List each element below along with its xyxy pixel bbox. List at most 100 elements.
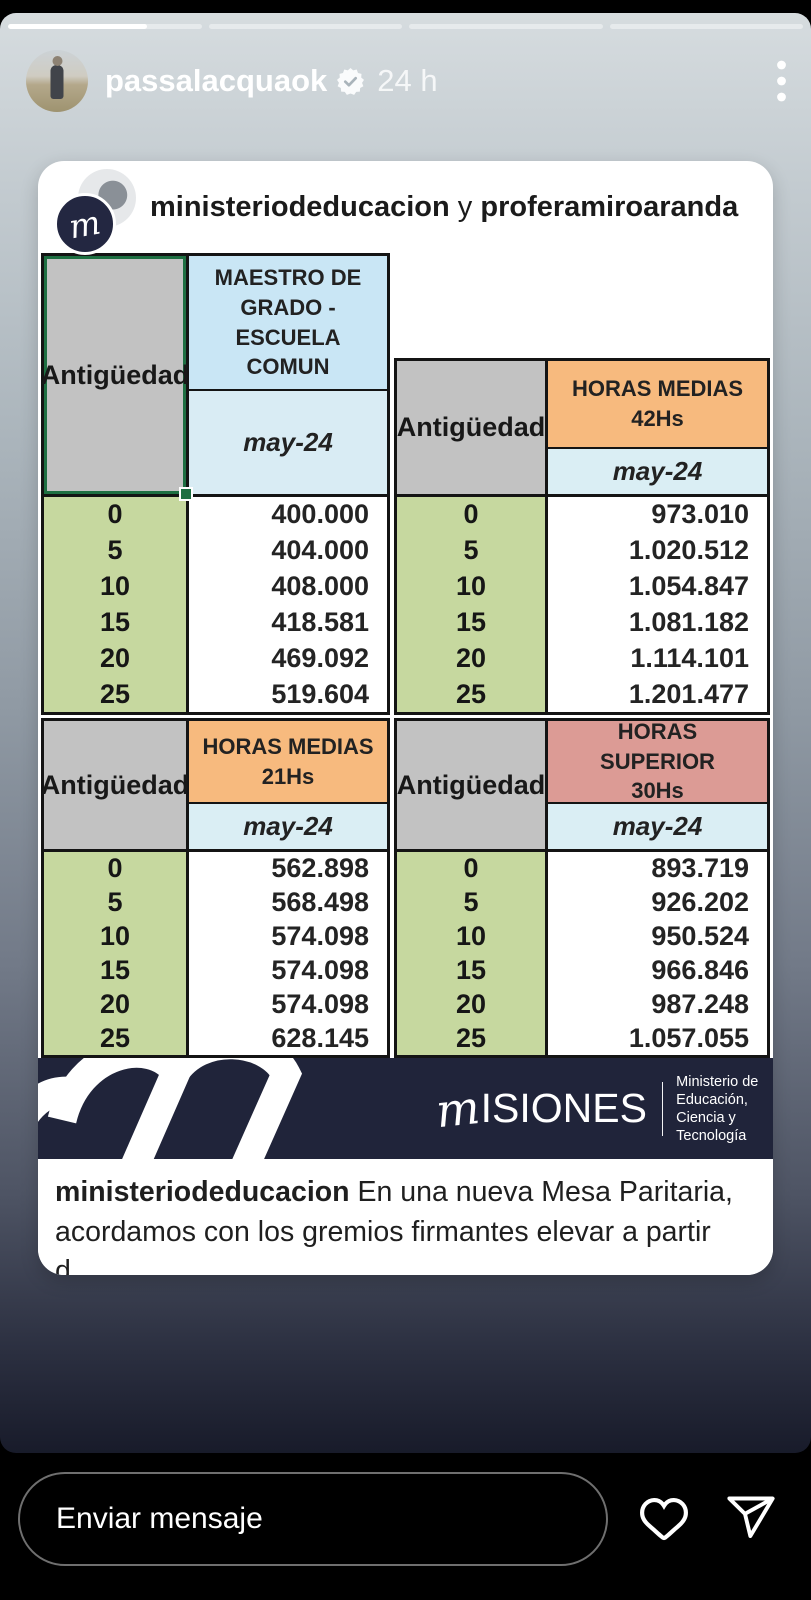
antiguedad-header-cell: Antigüedad — [41, 721, 189, 849]
story-timestamp: 24 h — [377, 63, 438, 98]
share-button[interactable] — [724, 1492, 778, 1546]
table-row: 20 574.098 — [44, 987, 387, 1022]
value-cell: 574.098 — [189, 953, 387, 988]
table-header: Antigüedad HORAS SUPERIOR 30Hs may-24 — [397, 719, 767, 852]
table-header: Antigüedad MAESTRO DE GRADO - ESCUELA CO… — [41, 256, 387, 501]
table-row: 25 519.604 — [44, 676, 387, 712]
table-row: 5 404.000 — [44, 532, 387, 569]
table-row: 15 574.098 — [44, 953, 387, 988]
progress-segment — [208, 24, 402, 29]
story-canvas[interactable]: passalacquaok 24 h m min — [0, 13, 811, 1453]
banner-divider — [661, 1081, 664, 1136]
paper-plane-icon — [725, 1496, 777, 1547]
period-cell: may-24 — [189, 804, 387, 849]
years-cell: 10 — [44, 919, 189, 954]
years-cell: 0 — [44, 852, 189, 886]
years-cell: 15 — [44, 953, 189, 988]
value-cell: 519.604 — [189, 676, 387, 712]
years-cell: 20 — [397, 640, 548, 677]
post-author-primary[interactable]: ministeriodeducacion — [150, 190, 450, 223]
post-author-connector: y — [457, 190, 473, 223]
table-row: 20 987.248 — [397, 987, 767, 1022]
table-body: 0 973.010 5 1.020.512 10 1.054.847 15 1.081.… — [397, 497, 767, 712]
table-body: 0 562.898 5 568.498 10 574.098 15 574.098 20… — [44, 852, 387, 1055]
value-cell: 893.719 — [548, 852, 767, 886]
post-author-secondary[interactable]: proferamiroaranda — [480, 190, 739, 223]
years-cell: 5 — [44, 532, 189, 569]
value-cell: 966.846 — [548, 953, 767, 988]
more-options-icon[interactable] — [770, 56, 793, 106]
table-horas-medias-42: Antigüedad HORAS MEDIAS 42Hs may-24 0 973… — [394, 358, 770, 715]
value-cell: 950.524 — [548, 919, 767, 954]
table-body: 0 400.000 5 404.000 10 408.000 15 418.581 20… — [44, 497, 387, 712]
table-row: 10 574.098 — [44, 919, 387, 954]
ministry-name: Ministerio de Educación, Ciencia y Tecno… — [676, 1073, 759, 1144]
antiguedad-header-cell: Antigüedad — [41, 256, 193, 501]
table-row: 25 628.145 — [44, 1021, 387, 1055]
years-cell: 5 — [397, 885, 548, 920]
years-cell: 15 — [44, 604, 189, 641]
years-cell: 25 — [44, 676, 189, 712]
table-row: 20 1.114.101 — [397, 640, 767, 677]
years-cell: 15 — [397, 953, 548, 988]
value-cell: 404.000 — [189, 532, 387, 569]
table-header: Antigüedad HORAS MEDIAS 21Hs may-24 — [41, 721, 387, 852]
antiguedad-label: Antigüedad — [396, 412, 546, 442]
years-cell: 20 — [397, 987, 548, 1022]
table-title-cell: HORAS SUPERIOR 30Hs — [548, 719, 767, 804]
table-row: 0 973.010 — [397, 497, 767, 533]
progress-fill — [8, 24, 148, 29]
value-cell: 574.098 — [189, 987, 387, 1022]
shared-post-card[interactable]: m ministeriodeducacion y proferamiroaran… — [38, 161, 773, 1275]
table-row: 25 1.201.477 — [397, 676, 767, 712]
years-cell: 15 — [397, 604, 548, 641]
years-cell: 25 — [44, 1021, 189, 1055]
caption-author[interactable]: ministeriodeducacion — [55, 1176, 350, 1208]
ministry-logo-circle: m — [54, 193, 116, 255]
value-cell: 987.248 — [548, 987, 767, 1022]
heart-icon — [639, 1497, 689, 1547]
table-maestro-grado: Antigüedad MAESTRO DE GRADO - ESCUELA CO… — [41, 253, 390, 715]
misiones-banner: m ISIONES Ministerio de Educación, Cienci… — [38, 1058, 773, 1159]
table-horas-medias-21: Antigüedad HORAS MEDIAS 21Hs may-24 0 562… — [41, 718, 390, 1058]
story-username[interactable]: passalacquaok — [105, 63, 328, 98]
verified-badge-icon — [337, 67, 365, 95]
avatar-person-figure — [50, 64, 64, 99]
table-row: 25 1.057.055 — [397, 1021, 767, 1055]
years-cell: 10 — [44, 568, 189, 605]
message-composer[interactable] — [18, 1472, 608, 1566]
value-cell: 418.581 — [189, 604, 387, 641]
years-cell: 10 — [397, 568, 548, 605]
excel-selection-handle[interactable] — [179, 487, 193, 501]
years-cell: 5 — [44, 885, 189, 920]
years-cell: 0 — [397, 852, 548, 886]
table-row: 0 400.000 — [44, 497, 387, 533]
value-cell: 574.098 — [189, 919, 387, 954]
value-cell: 408.000 — [189, 568, 387, 605]
story-progress-bar — [8, 24, 803, 29]
period-cell: may-24 — [548, 449, 767, 494]
avatar[interactable] — [26, 50, 88, 112]
years-cell: 25 — [397, 676, 548, 712]
post-header: m ministeriodeducacion y proferamiroaran… — [38, 161, 773, 255]
post-authors: ministeriodeducacion y proferamiroaranda — [150, 191, 738, 224]
value-cell: 1.081.182 — [548, 604, 767, 641]
story-header: passalacquaok 24 h — [26, 50, 793, 112]
period-cell: may-24 — [548, 804, 767, 849]
years-cell: 10 — [397, 919, 548, 954]
antiguedad-header-cell: Antigüedad — [397, 361, 548, 494]
table-row: 20 469.092 — [44, 640, 387, 677]
antiguedad-header-cell: Antigüedad — [397, 721, 548, 849]
like-button[interactable] — [638, 1494, 690, 1546]
post-caption: ministeriodeducacion En una nueva Mesa P… — [38, 1159, 773, 1275]
years-cell: 0 — [397, 497, 548, 533]
message-input[interactable] — [20, 1502, 606, 1536]
value-cell: 1.020.512 — [548, 532, 767, 569]
table-row: 10 1.054.847 — [397, 568, 767, 605]
table-title-cell: MAESTRO DE GRADO - ESCUELA COMUN — [189, 256, 387, 391]
progress-segment — [409, 24, 603, 29]
table-row: 10 950.524 — [397, 919, 767, 954]
progress-segment-active — [8, 24, 202, 29]
value-cell: 1.057.055 — [548, 1021, 767, 1055]
table-row: 15 966.846 — [397, 953, 767, 988]
